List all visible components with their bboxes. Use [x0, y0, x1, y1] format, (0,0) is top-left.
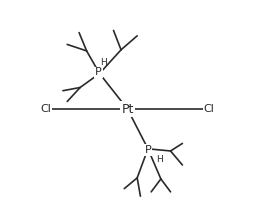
Text: H: H [156, 155, 163, 164]
Text: Pt: Pt [121, 102, 133, 116]
Text: Cl: Cl [40, 104, 51, 114]
Text: P: P [95, 67, 101, 77]
Text: H: H [100, 58, 107, 67]
Text: Cl: Cl [203, 104, 214, 114]
Text: P: P [144, 145, 151, 155]
